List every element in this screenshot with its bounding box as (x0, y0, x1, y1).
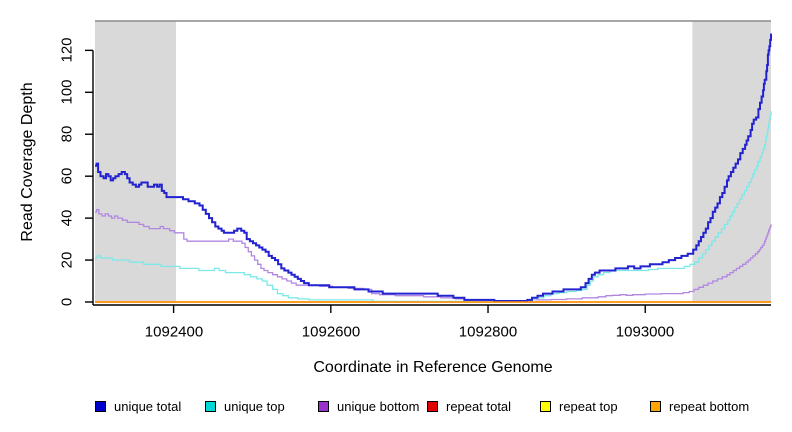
legend-swatch-repeat-top-icon (540, 401, 551, 412)
legend-item-repeat-bottom: repeat bottom (650, 399, 749, 414)
y-tick-label-60: 60 (58, 167, 76, 185)
legend-item-unique-top: unique top (205, 399, 285, 414)
series-line-unique-top (95, 111, 772, 303)
legend-label-unique-top: unique top (224, 399, 285, 414)
y-tick-label-0: 0 (58, 297, 76, 307)
legend-item-repeat-top: repeat top (540, 399, 618, 414)
legend-swatch-repeat-bottom-icon (650, 401, 661, 412)
legend-label-repeat-bottom: repeat bottom (669, 399, 750, 414)
x-axis-title: Coordinate in Reference Genome (313, 359, 553, 376)
series-line-unique-bottom (95, 209, 772, 302)
y-axis-title: Read Coverage Depth (19, 82, 36, 242)
y-tick-label-100: 100 (58, 79, 76, 105)
x-tick-label-1092400: 1092400 (144, 323, 204, 341)
legend-swatch-repeat-total-icon (427, 401, 438, 412)
legend-label-unique-bottom: unique bottom (337, 399, 420, 414)
y-tick-label-120: 120 (58, 37, 76, 63)
legend-item-repeat-total: repeat total (427, 399, 511, 414)
legend-swatch-unique-total-icon (95, 401, 106, 412)
x-tick-label-1093000: 1093000 (615, 323, 675, 341)
x-tick-label-1092600: 1092600 (301, 323, 361, 341)
legend-label-repeat-top: repeat top (559, 399, 618, 414)
shaded-region-0 (95, 21, 176, 302)
y-tick-label-20: 20 (58, 251, 76, 269)
y-tick-label-80: 80 (58, 125, 76, 143)
y-tick-label-40: 40 (58, 209, 76, 227)
legend-item-unique-total: unique total (95, 399, 181, 414)
x-tick-label-1092800: 1092800 (458, 323, 518, 341)
legend-item-unique-bottom: unique bottom (318, 399, 419, 414)
legend-label-unique-total: unique total (114, 399, 182, 414)
legend-label-repeat-total: repeat total (446, 399, 512, 414)
series-line-unique-total (95, 33, 772, 302)
legend-swatch-unique-bottom-icon (318, 401, 329, 412)
legend-swatch-unique-top-icon (205, 401, 216, 412)
